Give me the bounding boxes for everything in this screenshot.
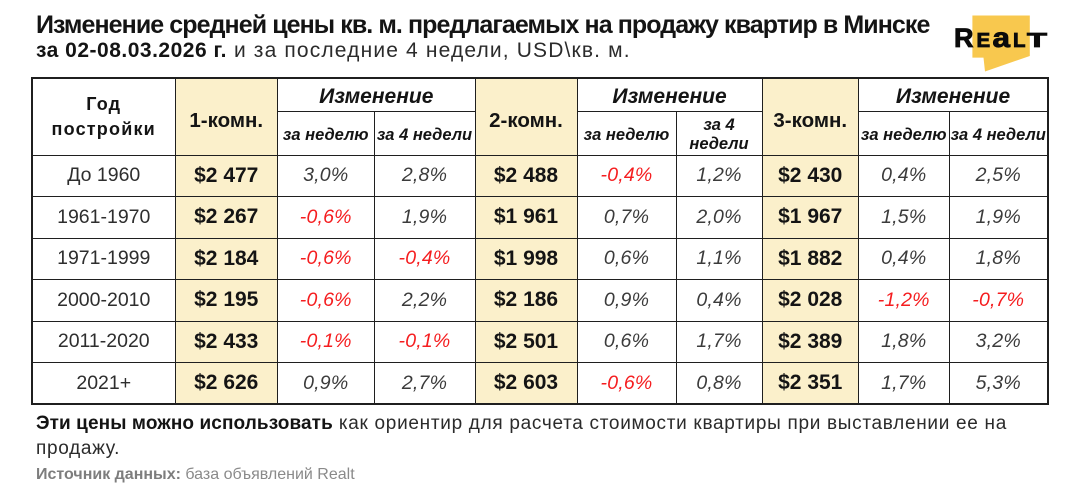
svg-text:REaLT: R Ea LT: [954, 22, 1048, 53]
